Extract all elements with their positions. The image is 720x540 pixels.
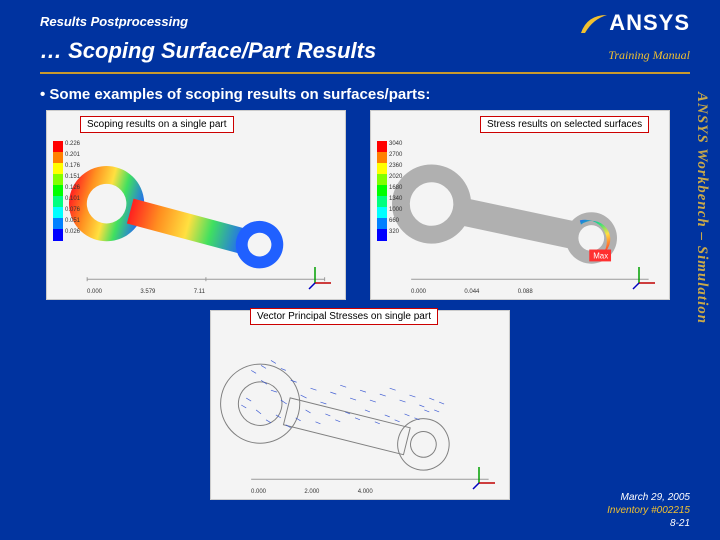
conrod-vector (211, 311, 509, 499)
caption-1: Scoping results on a single part (80, 116, 234, 133)
legend-labels-2: 3040 2700 2360 2020 1680 1340 1000 660 3… (389, 139, 402, 238)
figure-stress-selected-surfaces: Max 3040 2700 2360 2020 1680 1340 1000 6… (370, 110, 670, 300)
logo-text: ANSYS (609, 10, 690, 35)
axis-labels-3: 0.000 2.000 4.000 (251, 489, 373, 495)
triad-3 (471, 461, 501, 491)
axis-labels-2: 0.000 0.044 0.088 (411, 289, 533, 295)
footer-inventory: Inventory #002215 (607, 504, 690, 517)
caption-3: Vector Principal Stresses on single part (250, 308, 438, 325)
conrod-contour-1 (47, 111, 345, 299)
max-label: Max (593, 251, 608, 260)
legend-bar-2 (377, 141, 387, 241)
figure-scoping-single-part: 0.226 0.201 0.176 0.151 0.126 0.101 0.07… (46, 110, 346, 300)
triad-1 (307, 261, 337, 291)
ansys-swoosh-icon (579, 13, 609, 35)
footer: March 29, 2005 Inventory #002215 8-21 (607, 491, 690, 530)
footer-date: March 29, 2005 (607, 491, 690, 504)
breadcrumb: Results Postprocessing (40, 14, 188, 29)
triad-2 (631, 261, 661, 291)
bullet-text: • Some examples of scoping results on su… (40, 86, 430, 103)
conrod-contour-2: Max (371, 111, 669, 299)
figure-vector-principal: 0.000 2.000 4.000 (210, 310, 510, 500)
axis-labels-1: 0.000 3.579 7.11 (87, 289, 205, 295)
legend-labels-1: 0.226 0.201 0.176 0.151 0.126 0.101 0.07… (65, 139, 80, 238)
sidebar-watermark: ANSYS Workbench – Simulation (688, 92, 710, 432)
training-manual-label: Training Manual (608, 48, 690, 63)
ansys-logo: ANSYS (579, 10, 690, 36)
legend-bar-1 (53, 141, 63, 241)
caption-2: Stress results on selected surfaces (480, 116, 649, 133)
page-title: … Scoping Surface/Part Results (40, 38, 376, 64)
title-divider (40, 72, 690, 74)
footer-page: 8-21 (607, 517, 690, 530)
